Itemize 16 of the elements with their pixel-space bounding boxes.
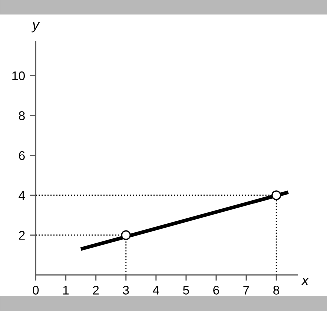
x-tick-label: 6	[214, 286, 220, 295]
x-axis-title: x	[301, 278, 310, 286]
x-tick-label: 1	[64, 286, 69, 295]
y-tick-label: 4	[18, 191, 26, 200]
x-tick-label: 2	[93, 286, 99, 295]
y-axis-title: y	[32, 22, 40, 33]
x-tick-label: 5	[183, 286, 190, 295]
y-tick-label: 8	[19, 112, 26, 120]
x-tick-label: 0	[32, 286, 39, 295]
y-tick-label: 6	[19, 151, 26, 160]
x-tick-label: 8	[274, 286, 280, 295]
x-tick-label: 7	[244, 286, 250, 295]
y-tick-label: 2	[19, 231, 25, 240]
x-tick-label: 3	[123, 286, 130, 295]
x-tick-label: 4	[153, 286, 160, 295]
y-tick-label: 10	[12, 72, 26, 81]
